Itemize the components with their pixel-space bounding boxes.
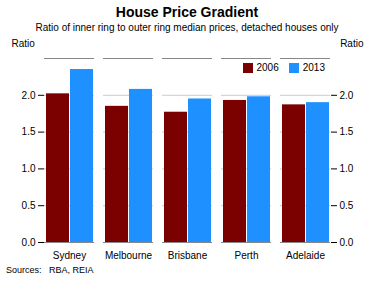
svg-text:Ratio: Ratio	[12, 38, 36, 49]
svg-text:1.5: 1.5	[22, 126, 36, 137]
svg-text:2.0: 2.0	[22, 90, 36, 101]
svg-text:Melbourne: Melbourne	[105, 250, 153, 261]
svg-text:2.0: 2.0	[340, 90, 354, 101]
svg-text:Adelaide: Adelaide	[286, 250, 325, 261]
svg-text:0.0: 0.0	[340, 237, 354, 248]
html-text:2006: 2006	[256, 62, 279, 73]
svg-text:Ratio: Ratio	[340, 38, 364, 49]
svg-text:0.5: 0.5	[340, 200, 354, 211]
html-text:Sources: RBA, REIA: Sources: RBA, REIA	[6, 265, 94, 275]
svg-text:1.0: 1.0	[340, 163, 354, 174]
html-text:Ratio of inner ring to outer r: Ratio of inner ring to outer ring median…	[35, 22, 339, 33]
svg-text:0.5: 0.5	[22, 200, 36, 211]
svg-text:0.0: 0.0	[22, 237, 36, 248]
svg-text:1.5: 1.5	[340, 126, 354, 137]
svg-text:Brisbane: Brisbane	[168, 250, 208, 261]
html-text:House Price Gradient: House Price Gradient	[115, 4, 259, 20]
svg-text:Sydney: Sydney	[53, 250, 86, 261]
svg-text:Perth: Perth	[235, 250, 259, 261]
svg-text:1.0: 1.0	[22, 163, 36, 174]
html-text:2013: 2013	[302, 62, 325, 73]
